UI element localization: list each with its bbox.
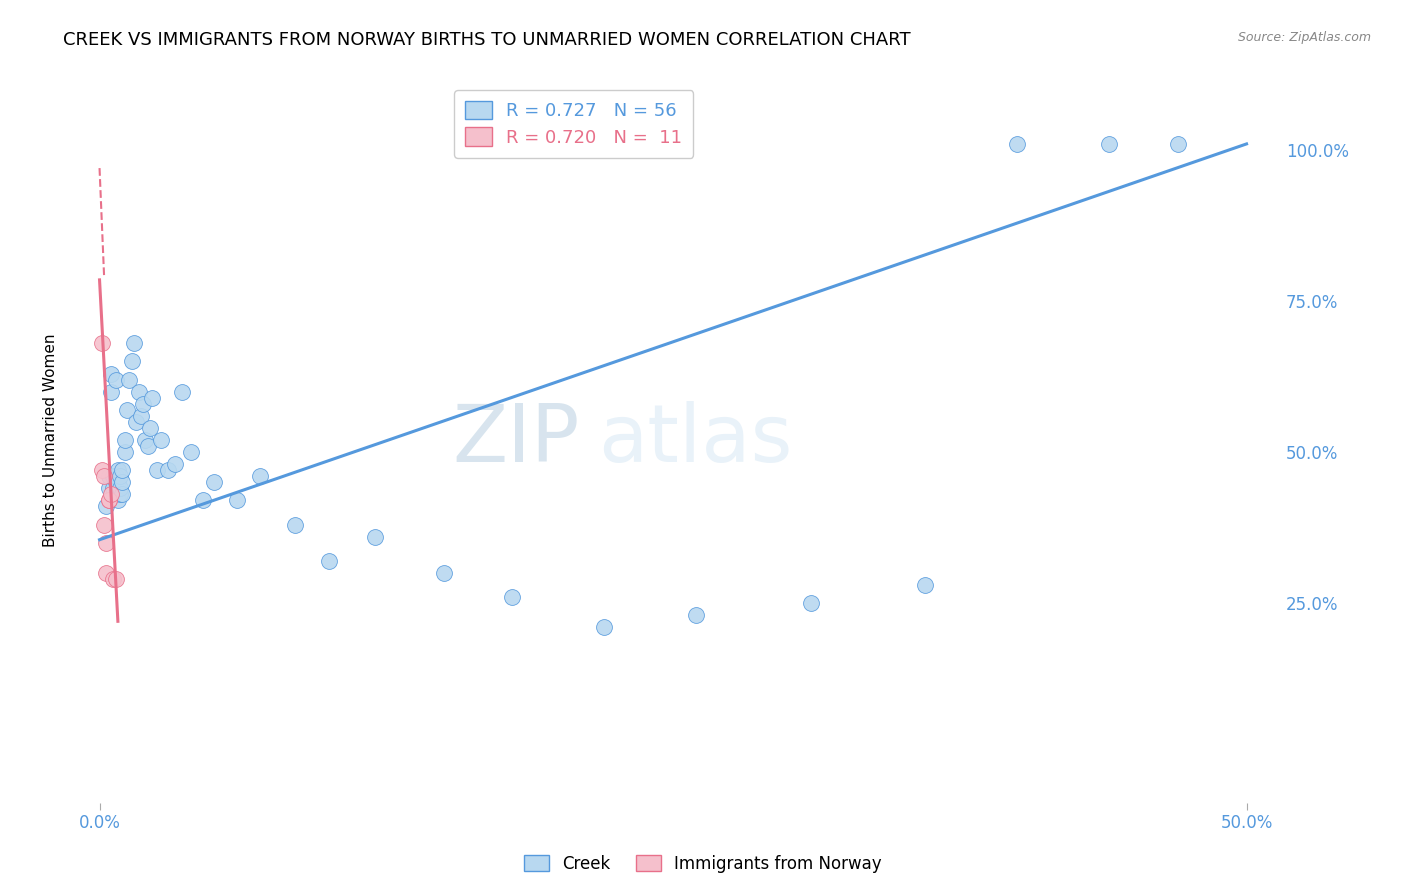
Point (100, 384, 122, 399)
Point (103, 469, 125, 483)
Point (118, 373, 141, 387)
Point (97, 481, 120, 495)
Point (129, 409, 152, 423)
Point (108, 469, 131, 483)
Point (108, 487, 131, 501)
Point (111, 487, 134, 501)
Point (1098, 136, 1121, 151)
Point (104, 373, 127, 387)
Point (122, 336, 145, 351)
Point (96, 566, 118, 580)
Point (593, 620, 616, 634)
Point (93, 469, 115, 483)
Point (132, 397, 155, 411)
Point (157, 463, 180, 477)
Point (1005, 136, 1028, 151)
Point (800, 596, 823, 610)
Point (97, 469, 120, 483)
Point (103, 572, 125, 586)
Point (146, 463, 169, 477)
Point (97, 493, 120, 508)
Text: atlas: atlas (598, 401, 792, 479)
Point (96, 500, 118, 514)
Point (90, 463, 112, 477)
Point (501, 590, 523, 604)
Point (107, 481, 129, 495)
Point (111, 475, 134, 490)
Point (114, 433, 136, 447)
Point (226, 493, 249, 508)
Point (433, 566, 456, 580)
Point (172, 384, 194, 399)
Point (97, 493, 120, 508)
Point (136, 439, 159, 453)
Point (111, 463, 134, 477)
Point (121, 354, 143, 368)
Point (685, 608, 707, 623)
Point (107, 463, 129, 477)
Point (139, 421, 162, 435)
Point (107, 475, 129, 490)
Point (125, 415, 148, 429)
Point (1167, 136, 1189, 151)
Point (191, 493, 214, 508)
Point (100, 487, 122, 501)
Point (104, 469, 127, 483)
Point (202, 475, 225, 490)
Point (165, 457, 187, 471)
Point (104, 572, 127, 586)
Point (180, 445, 202, 459)
Point (283, 517, 305, 532)
Point (100, 367, 122, 381)
Point (96, 535, 118, 549)
Point (115, 402, 138, 417)
Point (90, 336, 112, 351)
Text: Source: ZipAtlas.com: Source: ZipAtlas.com (1237, 31, 1371, 45)
Text: CREEK VS IMMIGRANTS FROM NORWAY BIRTHS TO UNMARRIED WOMEN CORRELATION CHART: CREEK VS IMMIGRANTS FROM NORWAY BIRTHS T… (63, 31, 911, 49)
Y-axis label: Births to Unmarried Women: Births to Unmarried Women (44, 334, 58, 547)
Point (914, 578, 936, 592)
Point (364, 530, 387, 544)
Point (103, 481, 125, 495)
Point (141, 391, 163, 405)
Legend: Creek, Immigrants from Norway: Creek, Immigrants from Norway (517, 848, 889, 880)
Point (104, 475, 127, 490)
Point (134, 433, 156, 447)
Text: ZIP: ZIP (453, 401, 579, 479)
Point (150, 433, 173, 447)
Point (114, 445, 136, 459)
Point (93, 517, 115, 532)
Point (128, 384, 150, 399)
Point (249, 469, 271, 483)
Legend: R = 0.727   N = 56, R = 0.720   N =  11: R = 0.727 N = 56, R = 0.720 N = 11 (454, 90, 693, 158)
Point (108, 481, 131, 495)
Point (318, 554, 340, 568)
Point (107, 493, 129, 508)
